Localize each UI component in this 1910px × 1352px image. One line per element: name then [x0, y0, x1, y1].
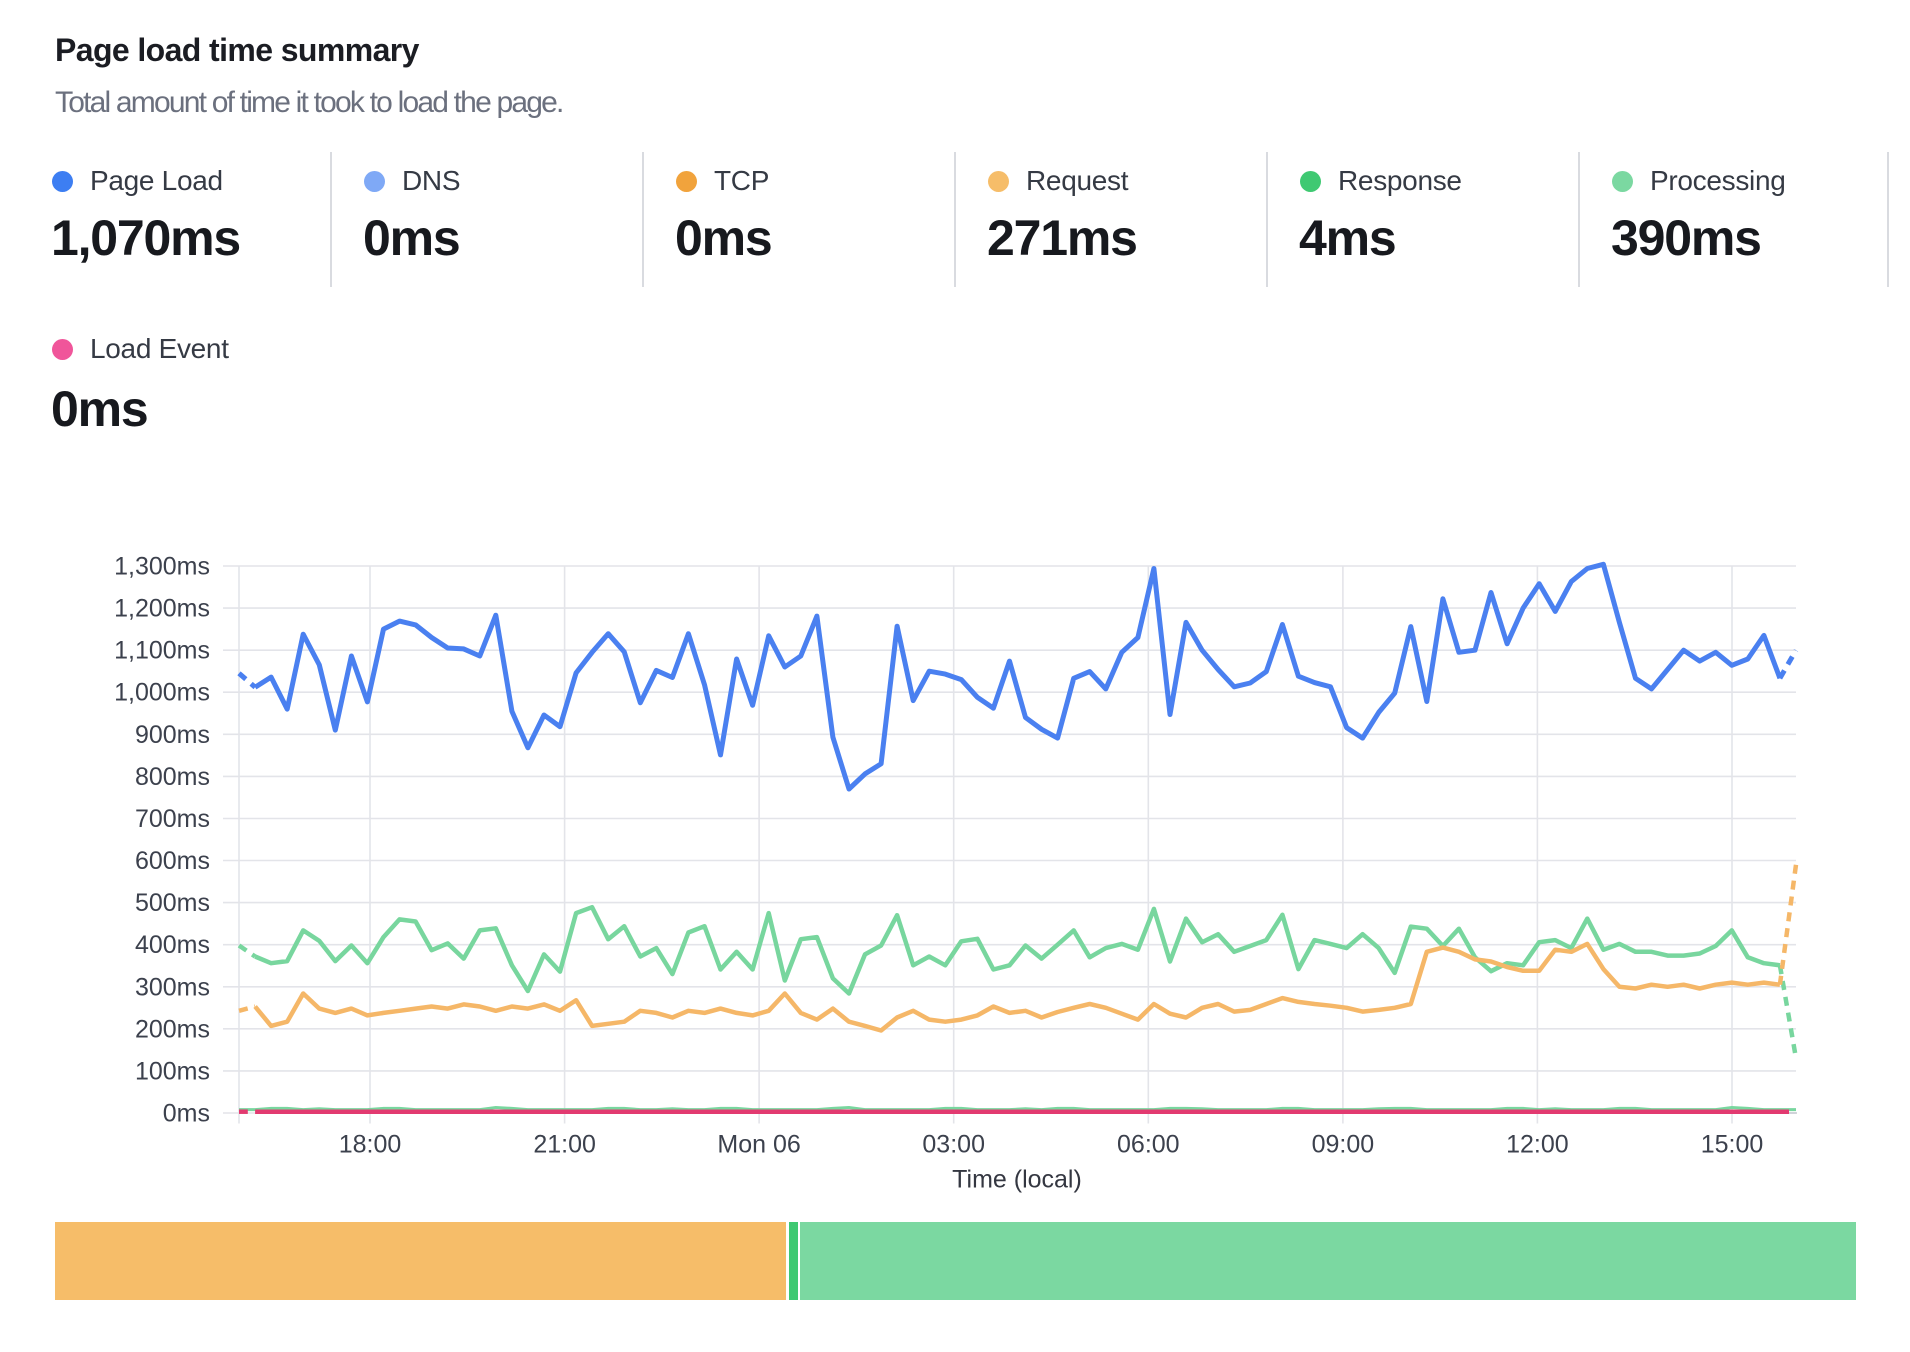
- svg-text:800ms: 800ms: [135, 763, 210, 791]
- svg-text:06:00: 06:00: [1117, 1131, 1180, 1159]
- svg-text:100ms: 100ms: [135, 1057, 210, 1085]
- svg-text:18:00: 18:00: [339, 1131, 402, 1159]
- svg-text:12:00: 12:00: [1506, 1131, 1569, 1159]
- svg-text:03:00: 03:00: [922, 1131, 985, 1159]
- svg-text:1,300ms: 1,300ms: [114, 553, 210, 581]
- svg-text:1,200ms: 1,200ms: [114, 595, 210, 623]
- svg-text:09:00: 09:00: [1312, 1131, 1375, 1159]
- svg-text:0ms: 0ms: [163, 1100, 210, 1128]
- svg-text:1,100ms: 1,100ms: [114, 637, 210, 665]
- svg-text:700ms: 700ms: [135, 805, 210, 833]
- svg-text:500ms: 500ms: [135, 889, 210, 917]
- svg-text:1,000ms: 1,000ms: [114, 679, 210, 707]
- svg-text:Mon 06: Mon 06: [717, 1131, 800, 1159]
- svg-text:21:00: 21:00: [533, 1131, 596, 1159]
- svg-text:200ms: 200ms: [135, 1015, 210, 1043]
- svg-text:300ms: 300ms: [135, 973, 210, 1001]
- svg-text:600ms: 600ms: [135, 847, 210, 875]
- svg-text:400ms: 400ms: [135, 931, 210, 959]
- svg-text:Time (local): Time (local): [952, 1166, 1082, 1194]
- svg-text:15:00: 15:00: [1701, 1131, 1764, 1159]
- svg-text:900ms: 900ms: [135, 721, 210, 749]
